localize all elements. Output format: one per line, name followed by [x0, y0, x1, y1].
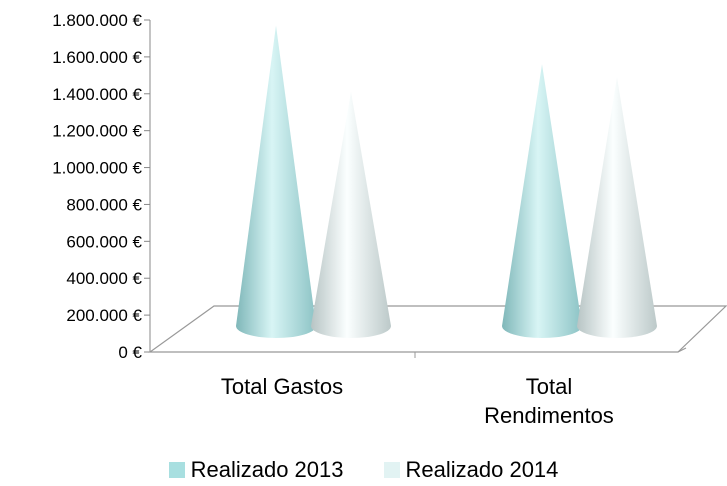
y-tick-label: 1.200.000 €: [52, 122, 142, 141]
y-tick-label: 200.000 €: [66, 306, 142, 325]
legend-item-realizado-2014: Realizado 2014: [383, 457, 559, 483]
legend-swatch-realizado-2013: [168, 462, 185, 478]
legend: Realizado 2013 Realizado 2014: [0, 457, 727, 483]
y-tick-label: 1.400.000 €: [52, 85, 142, 104]
y-tick-label: 1.800.000 €: [52, 11, 142, 30]
y-tick-label: 1.600.000 €: [52, 48, 142, 67]
y-tick-label: 400.000 €: [66, 269, 142, 288]
y-tick-label: 0 €: [118, 343, 142, 362]
cone-mark: [502, 64, 582, 339]
x-category-label: Rendimentos: [484, 403, 614, 428]
legend-label-realizado-2014: Realizado 2014: [405, 457, 559, 482]
y-tick-label: 1.000.000 €: [52, 159, 142, 178]
y-tick-label: 600.000 €: [66, 232, 142, 251]
floor-edge-tick: [677, 347, 687, 353]
cone-mark: [311, 91, 391, 338]
cone-mark: [236, 25, 316, 339]
legend-label-realizado-2013: Realizado 2013: [190, 457, 344, 482]
y-tick-label: 800.000 €: [66, 195, 142, 214]
labels: Total Gastos Total Rendimentos: [221, 374, 614, 428]
x-category-label: Total: [526, 374, 572, 399]
legend-swatch-realizado-2014: [383, 462, 400, 478]
cone-mark: [577, 77, 657, 338]
legend-item-realizado-2013: Realizado 2013: [168, 457, 344, 483]
cones: [236, 25, 657, 339]
axes: 0 € 200.000 € 400.000 € 600.000 € 800.000 € 1…: [52, 11, 151, 362]
chart-floor: [148, 305, 727, 358]
floor-plane: [148, 305, 727, 353]
x-category-label: Total Gastos: [221, 374, 343, 399]
